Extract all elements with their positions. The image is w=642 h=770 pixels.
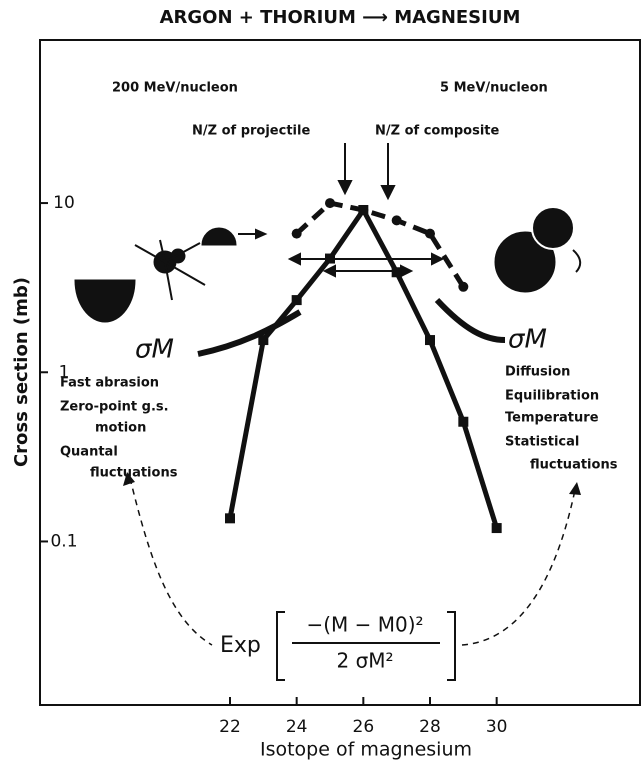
data-point <box>458 417 468 427</box>
data-point <box>425 229 435 239</box>
x-tick-label: 30 <box>486 717 508 737</box>
annotation: σM <box>135 335 174 365</box>
data-point <box>492 523 502 533</box>
arrows <box>238 143 442 276</box>
data-point <box>225 513 235 523</box>
annotation: σM <box>508 325 547 355</box>
annotation: Fast abrasion <box>60 376 159 391</box>
data-point <box>325 254 335 264</box>
y-axis-label: Cross section (mb) <box>11 277 32 467</box>
data-point <box>358 205 368 215</box>
y-tick-label: 10 <box>53 193 75 213</box>
y-tick-label: 1 <box>59 362 70 382</box>
annotation: Zero-point g.s. <box>60 400 169 415</box>
x-tick-label: 28 <box>419 717 441 737</box>
annotation: Statistical <box>505 435 579 450</box>
x-tick-label: 24 <box>286 717 308 737</box>
formula: Exp −(M − M0)² 2 σM² <box>123 472 581 680</box>
series-line <box>230 210 497 528</box>
x-tick-label: 26 <box>353 717 375 737</box>
annotation: Temperature <box>505 411 599 426</box>
data-point <box>392 267 402 277</box>
annotation: Quantal <box>60 445 118 460</box>
annotation: Exp <box>220 633 261 658</box>
chart: ARGON + THORIUM ⟶ MAGNESIUM Cross sectio… <box>0 0 642 770</box>
chart-title: ARGON + THORIUM ⟶ MAGNESIUM <box>160 7 521 28</box>
annotation: −(M − M0)² <box>306 613 423 637</box>
annotation: N/Z of composite <box>375 124 500 139</box>
annotation: Diffusion <box>505 365 570 380</box>
y-tick-label: 0.1 <box>50 531 77 551</box>
x-tick-label: 22 <box>219 717 241 737</box>
annotation: Equilibration <box>505 389 599 404</box>
data-point <box>458 282 468 292</box>
sigma-curve <box>437 300 505 340</box>
data-point <box>292 295 302 305</box>
annotation: fluctuations <box>530 458 618 473</box>
annotation: N/Z of projectile <box>192 124 310 139</box>
data-point <box>425 335 435 345</box>
data-point <box>392 215 402 225</box>
annotation: fluctuations <box>90 466 178 481</box>
data-point <box>292 229 302 239</box>
annotation: 200 MeV/nucleon <box>112 81 238 96</box>
data-point <box>325 198 335 208</box>
data-point <box>258 335 268 345</box>
annotation: 5 MeV/nucleon <box>440 81 548 96</box>
annotation: motion <box>95 421 146 436</box>
x-axis-label: Isotope of magnesium <box>260 739 472 761</box>
annotation: 2 σM² <box>336 649 393 673</box>
